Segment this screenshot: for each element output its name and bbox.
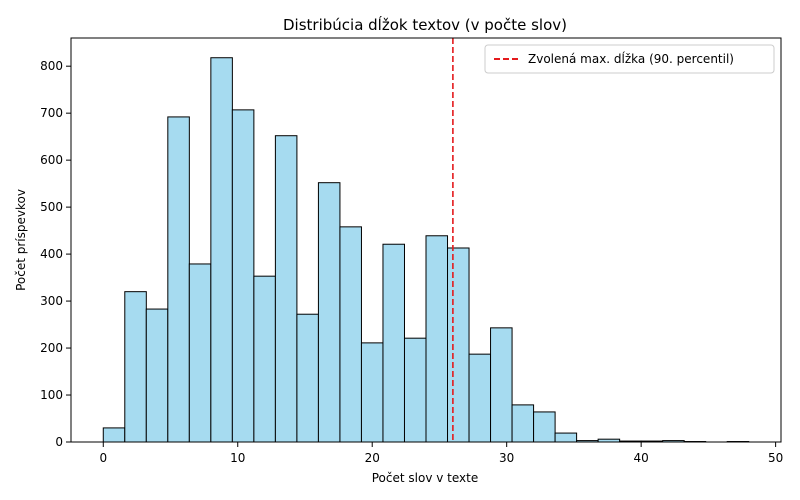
chart-title: Distribúcia dĺžok textov (v počte slov) (283, 15, 567, 34)
y-tick-label: 300 (40, 294, 63, 308)
histogram-bar (317, 182, 341, 443)
legend-label: Zvolená max. dĺžka (90. percentil) (528, 51, 734, 66)
x-axis-label: Počet slov v texte (372, 471, 478, 485)
x-tick-label: 10 (230, 451, 245, 465)
x-tick-label: 30 (499, 451, 514, 465)
histogram-bar (533, 411, 556, 443)
histogram-bar (360, 342, 384, 443)
histogram-bar (210, 57, 233, 443)
legend-box (484, 44, 775, 74)
y-tick-label: 200 (40, 341, 63, 355)
x-tick-label: 0 (99, 451, 107, 465)
histogram-bar (167, 116, 190, 443)
histogram-bar (253, 275, 276, 443)
histogram-bar (511, 404, 535, 443)
histogram-bar (274, 135, 298, 443)
y-tick-label: 500 (40, 200, 63, 214)
histogram-bar (296, 313, 319, 443)
histogram-bar (124, 291, 147, 443)
histogram-bar (554, 432, 578, 443)
histogram-bar (447, 247, 470, 443)
x-tick-label: 20 (365, 451, 380, 465)
histogram-bar (490, 327, 513, 443)
histogram-bar (339, 226, 362, 443)
y-tick-label: 700 (40, 106, 63, 120)
histogram-bar (382, 243, 405, 443)
plot-frame (70, 37, 782, 443)
bars-group (102, 57, 750, 443)
y-axis-label: Počet príspevkov (14, 189, 28, 291)
histogram-bar (425, 235, 449, 443)
histogram-bar (102, 427, 126, 443)
x-tick-label: 50 (768, 451, 783, 465)
histogram-bar (145, 308, 169, 443)
y-tick-label: 600 (40, 153, 63, 167)
x-axis-ticks: 0 10 20 30 40 50 (99, 442, 783, 465)
histogram-bar (188, 263, 212, 443)
y-tick-label: 0 (55, 435, 63, 449)
y-tick-label: 400 (40, 247, 63, 261)
histogram-bar (403, 337, 427, 443)
histogram-bar (231, 109, 255, 443)
y-axis-ticks: 0 100 200 300 400 500 600 700 800 (40, 59, 71, 449)
x-tick-label: 40 (634, 451, 649, 465)
legend: Zvolená max. dĺžka (90. percentil) (484, 44, 775, 74)
histogram-bar (468, 353, 492, 443)
y-tick-label: 100 (40, 388, 63, 402)
y-tick-label: 800 (40, 59, 63, 73)
